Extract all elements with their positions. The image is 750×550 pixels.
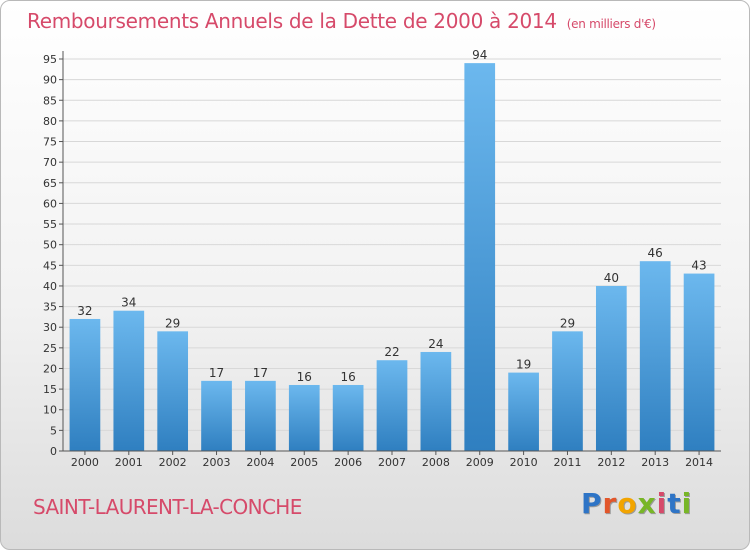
logo-letter: i <box>681 487 693 520</box>
bar-2002 <box>157 331 189 451</box>
y-tick-label: 50 <box>43 239 57 252</box>
y-tick-label: 25 <box>43 342 57 355</box>
y-tick-label: 85 <box>43 94 57 107</box>
proxiti-logo: Proxiti <box>581 487 692 520</box>
y-tick-label: 20 <box>43 362 57 375</box>
data-label: 16 <box>340 370 355 384</box>
bar-2004 <box>245 380 276 451</box>
bar-2006 <box>332 384 364 451</box>
bar-2014 <box>683 273 715 451</box>
data-label: 29 <box>560 316 575 330</box>
bar-2013 <box>639 261 671 451</box>
y-tick-label: 10 <box>43 404 57 417</box>
logo-letter: o <box>617 487 638 520</box>
bar-2012 <box>595 285 627 451</box>
data-label: 94 <box>472 48 487 62</box>
y-tick-label: 40 <box>43 280 57 293</box>
bar-2007 <box>376 360 408 451</box>
y-tick-label: 95 <box>43 53 57 66</box>
bar-2008 <box>420 351 452 451</box>
bars <box>69 63 715 452</box>
chart-title-text: Remboursements Annuels de la Dette de 20… <box>27 9 557 33</box>
logo-letter: r <box>602 487 618 520</box>
bar-2009 <box>464 63 496 452</box>
x-tick-label: 2011 <box>553 456 581 469</box>
labels: 0 5 10 15 20 25 30 35 40 45 50 55 60 65 70 75 80 85 90 95 32… <box>43 48 713 469</box>
y-tick-label: 70 <box>43 156 57 169</box>
data-label: 16 <box>297 370 312 384</box>
bar-2005 <box>288 384 320 451</box>
data-label: 17 <box>253 366 268 380</box>
x-tick-label: 2001 <box>115 456 143 469</box>
y-tick-label: 65 <box>43 177 57 190</box>
data-label: 43 <box>691 259 706 273</box>
y-tick-label: 75 <box>43 136 57 149</box>
data-label: 29 <box>165 316 180 330</box>
x-tick-label: 2006 <box>334 456 362 469</box>
logo-letter: x <box>637 487 657 520</box>
bar-2010 <box>508 372 539 451</box>
x-tick-label: 2008 <box>422 456 450 469</box>
y-tick-label: 80 <box>43 115 57 128</box>
y-tick-label: 5 <box>50 424 57 437</box>
y-tick-label: 15 <box>43 383 57 396</box>
x-tick-label: 2002 <box>159 456 187 469</box>
x-tick-label: 2007 <box>378 456 406 469</box>
y-tick-label: 60 <box>43 197 57 210</box>
y-tick-label: 90 <box>43 74 57 87</box>
data-label: 24 <box>428 337 443 351</box>
data-label: 34 <box>121 296 136 310</box>
commune-name: SAINT-LAURENT-LA-CONCHE <box>33 495 302 519</box>
chart-title: Remboursements Annuels de la Dette de 20… <box>27 9 656 33</box>
y-tick-label: 55 <box>43 218 57 231</box>
bar-2000 <box>69 318 101 451</box>
x-tick-label: 2013 <box>641 456 669 469</box>
logo-letter: i <box>656 487 668 520</box>
x-tick-label: 2014 <box>685 456 713 469</box>
data-label: 40 <box>604 271 619 285</box>
data-label: 32 <box>77 304 92 318</box>
y-tick-label: 35 <box>43 301 57 314</box>
logo-letter: P <box>581 487 603 520</box>
bar-2003 <box>201 380 232 451</box>
x-tick-label: 2012 <box>597 456 625 469</box>
chart-unit: (en milliers d'€) <box>566 17 656 31</box>
x-tick-label: 2009 <box>466 456 494 469</box>
bar-2001 <box>113 310 145 451</box>
x-tick-label: 2003 <box>203 456 231 469</box>
data-label: 19 <box>516 358 531 372</box>
data-label: 17 <box>209 366 224 380</box>
y-tick-label: 0 <box>50 445 57 458</box>
logo-letter: t <box>667 487 682 520</box>
data-label: 46 <box>648 246 663 260</box>
y-tick-label: 30 <box>43 321 57 334</box>
x-tick-label: 2000 <box>71 456 99 469</box>
x-tick-label: 2010 <box>510 456 538 469</box>
y-tick-label: 45 <box>43 259 57 272</box>
x-tick-label: 2005 <box>290 456 318 469</box>
x-tick-label: 2004 <box>246 456 274 469</box>
bar-2011 <box>552 331 583 451</box>
axes <box>59 51 721 455</box>
data-label: 22 <box>384 345 399 359</box>
